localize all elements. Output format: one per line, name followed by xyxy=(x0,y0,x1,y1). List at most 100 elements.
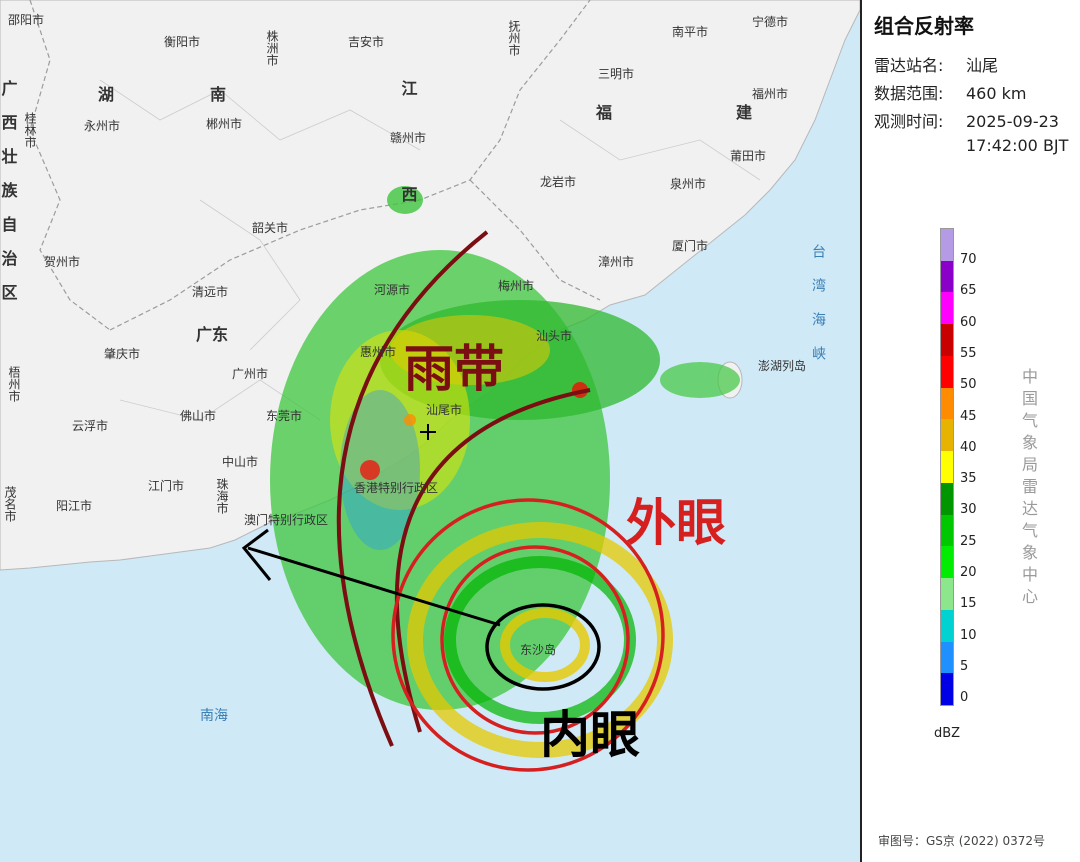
city-label: 云浮市 xyxy=(72,418,108,433)
scale-segment xyxy=(941,546,953,579)
city-label: 茂名市 xyxy=(3,486,17,522)
scale-segment xyxy=(941,324,953,356)
city-label: 汕尾市 xyxy=(426,402,462,417)
dbz-color-scale xyxy=(940,228,954,706)
city-label: 桂林市 xyxy=(23,111,37,148)
province-label: 广东 xyxy=(196,325,228,344)
province-labels: 广西壮族自治区 湖南 江西 福建 广东 xyxy=(0,79,860,344)
city-label: 贺州市 xyxy=(44,254,80,269)
map-approval-number: 审图号：GS京 (2022) 0372号 xyxy=(878,834,1045,848)
city-label: 赣州市 xyxy=(390,130,426,145)
scale-tick-label: 5 xyxy=(960,658,969,674)
radar-map[interactable]: 邵阳市 衡阳市 株洲市 吉安市 抚州市 南平市 宁德市 永州市 郴州市 三明市 … xyxy=(0,0,862,862)
scale-tick-label: 65 xyxy=(960,283,977,299)
scale-segment xyxy=(941,482,953,515)
city-label: 吉安市 xyxy=(348,34,384,49)
city-label: 永州市 xyxy=(84,118,120,133)
city-label: 郴州市 xyxy=(206,116,242,131)
city-label: 梧州市 xyxy=(7,365,21,402)
time-row: 观测时间: 2025-09-23 xyxy=(874,108,1059,132)
scale-segment xyxy=(941,673,953,705)
scale-segment xyxy=(941,419,953,452)
scale-tick-label: 70 xyxy=(960,252,977,267)
city-label: 宁德市 xyxy=(752,14,788,29)
city-label: 抚州市 xyxy=(507,20,521,56)
city-label: 广州市 xyxy=(232,366,268,381)
station-label: 雷达站名: xyxy=(874,56,944,75)
province-label: 广西壮族自治区 xyxy=(0,79,18,318)
city-label: 邵阳市 xyxy=(8,12,44,27)
city-label: 江门市 xyxy=(148,478,184,493)
range-row: 数据范围: 460 km xyxy=(874,80,1026,104)
scale-tick-label: 55 xyxy=(960,345,977,361)
city-label: 香港特别行政区 xyxy=(354,480,438,495)
scale-tick-label: 10 xyxy=(960,627,977,643)
scale-segment xyxy=(941,514,953,547)
time-label: 观测时间: xyxy=(874,112,944,131)
city-label: 汕头市 xyxy=(536,328,572,343)
map-svg: 邵阳市 衡阳市 株洲市 吉安市 抚州市 南平市 宁德市 永州市 郴州市 三明市 … xyxy=(0,0,860,772)
rainband-arc-outer xyxy=(336,230,489,747)
outer-eye-label: 外眼 xyxy=(626,493,726,552)
city-label: 河源市 xyxy=(374,282,410,297)
scale-tick-label: 0 xyxy=(960,690,969,706)
range-label: 数据范围: xyxy=(874,84,944,103)
vertical-credit: 中国气象局雷达气象中心 xyxy=(1021,367,1038,606)
range-value: 460 km xyxy=(966,84,1027,103)
rainband-label: 雨带 xyxy=(404,339,504,398)
scale-unit: dBZ xyxy=(934,726,961,741)
province-label: 江西 xyxy=(399,80,418,292)
inner-eye-ring xyxy=(485,603,601,691)
scale-segment xyxy=(941,641,953,674)
county-lines xyxy=(99,79,761,421)
city-label: 泉州市 xyxy=(670,176,706,191)
scale-tick-label: 50 xyxy=(960,377,977,393)
scale-tick-label: 60 xyxy=(960,314,977,330)
inner-eye-label: 内眼 xyxy=(540,705,640,764)
track-arrow-head xyxy=(241,528,272,581)
city-label: 厦门市 xyxy=(672,238,708,253)
outer-eye-ring-2 xyxy=(440,545,630,735)
city-label: 清远市 xyxy=(192,284,228,299)
scale-tick-label: 25 xyxy=(960,533,977,549)
sea-labels: 台湾海峡 南海 xyxy=(200,244,826,724)
city-label: 莆田市 xyxy=(730,148,766,163)
city-label: 衡阳市 xyxy=(164,34,200,49)
city-labels: 邵阳市 衡阳市 株洲市 吉安市 抚州市 南平市 宁德市 永州市 郴州市 三明市 … xyxy=(3,12,806,657)
time-clock: 17:42:00 BJT xyxy=(966,136,1069,155)
scale-segment xyxy=(941,355,953,388)
sea-label: 台湾海峡 xyxy=(810,244,826,380)
city-label: 佛山市 xyxy=(180,408,216,423)
city-label: 珠海市 xyxy=(215,478,229,514)
city-label: 中山市 xyxy=(222,454,258,469)
station-row: 雷达站名: 汕尾 xyxy=(874,52,998,76)
rainband-arc-inner xyxy=(394,388,591,733)
scale-segment xyxy=(941,578,953,610)
city-label: 东沙岛 xyxy=(520,642,556,657)
city-label: 肇庆市 xyxy=(104,346,140,361)
scale-tick-label: 40 xyxy=(960,439,977,455)
radar-center-cross xyxy=(420,424,436,440)
scale-segment xyxy=(941,387,953,420)
province-label: 福建 xyxy=(595,103,860,122)
product-title: 组合反射率 xyxy=(874,14,974,38)
scale-segment xyxy=(941,292,953,325)
city-label: 梅州市 xyxy=(498,278,534,293)
city-label: 澎湖列岛 xyxy=(758,358,806,373)
sea-label: 南海 xyxy=(200,708,228,724)
scale-segment xyxy=(941,451,953,483)
city-label: 龙岩市 xyxy=(540,174,576,189)
city-label: 三明市 xyxy=(598,66,634,81)
scale-tick-label: 30 xyxy=(960,502,977,518)
scale-tick-label: 45 xyxy=(960,408,977,424)
city-label: 澳门特别行政区 xyxy=(244,512,328,527)
province-label: 湖南 xyxy=(98,85,322,104)
city-label: 东莞市 xyxy=(266,408,302,423)
city-label: 漳州市 xyxy=(598,254,634,269)
station-value: 汕尾 xyxy=(966,56,999,75)
scale-segment xyxy=(941,229,953,261)
scale-tick-label: 35 xyxy=(960,471,977,487)
scale-tick-label: 15 xyxy=(960,596,977,612)
info-panel: 组合反射率 雷达站名: 汕尾 数据范围: 460 km 观测时间: 2025-09-2… xyxy=(862,0,1080,862)
